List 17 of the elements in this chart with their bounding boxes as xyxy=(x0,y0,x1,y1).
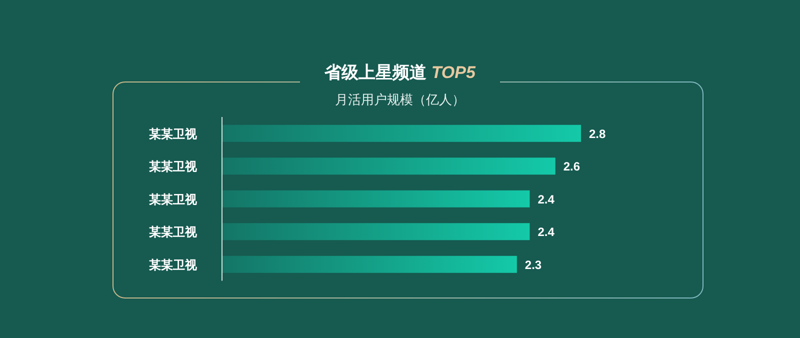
bar xyxy=(222,124,581,142)
chart-title: 省级上星频道 TOP5 xyxy=(324,63,476,82)
data-label: 2.3 xyxy=(524,258,542,272)
y-tick-label: 某某卫视 xyxy=(148,160,198,174)
data-label: 2.4 xyxy=(538,192,555,206)
y-tick-label: 某某卫视 xyxy=(148,192,198,206)
y-tick-label: 某某卫视 xyxy=(148,258,198,272)
bar xyxy=(222,190,530,208)
chart-subtitle: 月活用户规模（亿人） xyxy=(335,92,465,107)
bar xyxy=(222,256,517,273)
data-label: 2.6 xyxy=(563,160,580,174)
y-tick-label: 某某卫视 xyxy=(148,225,198,240)
data-label: 2.4 xyxy=(538,225,555,240)
y-tick-label: 某某卫视 xyxy=(148,126,198,141)
data-label: 2.8 xyxy=(589,126,606,141)
bar xyxy=(222,158,556,175)
bar xyxy=(222,223,530,240)
